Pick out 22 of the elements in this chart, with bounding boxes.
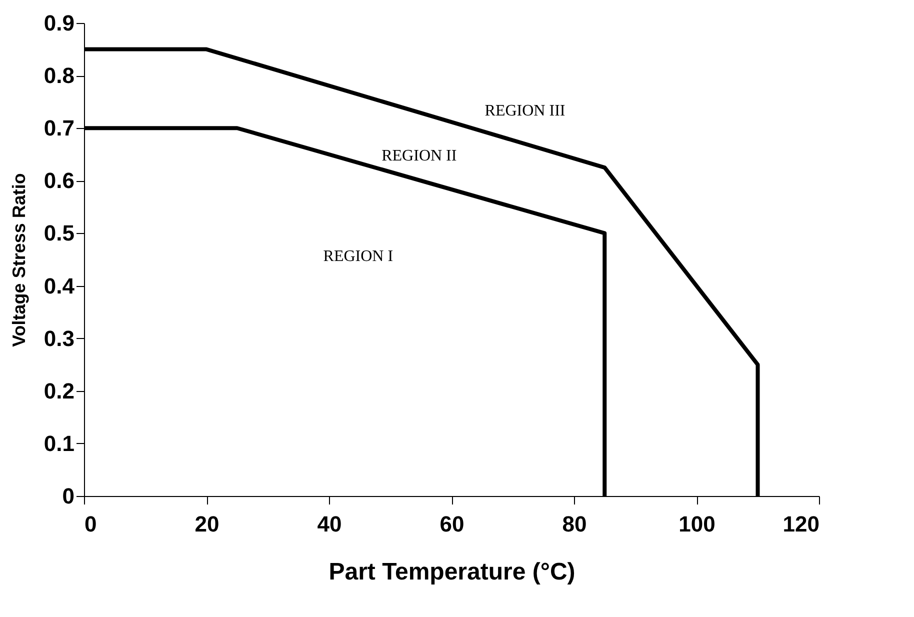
x-tick-label: 100 — [678, 512, 716, 536]
y-tick-label: 0.9 — [44, 10, 74, 36]
y-tick-label: 0.7 — [44, 116, 74, 141]
x-tick-label: 0 — [84, 512, 97, 536]
annotation: REGION I — [323, 248, 394, 266]
x-tick-label: 80 — [562, 512, 587, 536]
y-axis-title: Voltage Stress Ratio — [8, 173, 29, 347]
x-tick-label: 60 — [440, 512, 464, 536]
y-tick-label: 0.8 — [44, 63, 74, 88]
x-tick-label: 120 — [782, 512, 820, 536]
x-tick-label: 20 — [194, 512, 220, 536]
y-tick-label: 0.6 — [44, 168, 74, 194]
x-axis-title: Part Temperature (°C) — [328, 558, 576, 586]
y-tick-label: 0.3 — [44, 326, 74, 351]
y-tick-label: 0.4 — [44, 273, 76, 298]
y-tick-label: 0 — [62, 484, 74, 508]
annotation: REGION III — [484, 102, 566, 120]
y-tick-label: 0.5 — [44, 220, 74, 246]
annotation: REGION II — [382, 147, 457, 164]
y-tick-label: 0.2 — [44, 378, 74, 404]
x-tick-label: 40 — [317, 512, 342, 536]
y-tick-label: 0.1 — [44, 430, 74, 456]
